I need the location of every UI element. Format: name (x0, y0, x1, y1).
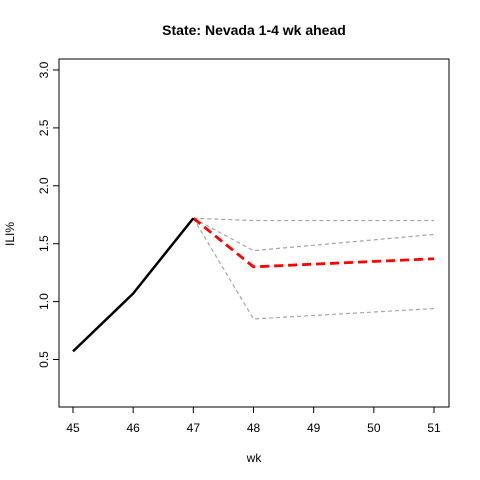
observed-series-line (72, 217, 195, 353)
y-axis: 0.5 1.0 1.5 2.0 2.5 3.0 (37, 61, 59, 368)
x-tick-label: 48 (247, 421, 261, 435)
y-tick-label: 3.0 (37, 61, 51, 78)
y-tick-label: 0.5 (37, 351, 51, 368)
y-tick-label: 2.5 (37, 119, 51, 136)
plot-frame (58, 58, 450, 408)
x-tick-label: 47 (187, 421, 201, 435)
forecast-series-line (192, 217, 435, 269)
interval-series-line (192, 217, 435, 320)
x-tick-label: 46 (126, 421, 140, 435)
y-tick-label: 2.0 (37, 177, 51, 194)
x-tick-label: 45 (66, 421, 80, 435)
interval-series-line (193, 217, 435, 252)
x-tick-label: 51 (427, 421, 441, 435)
series-layer (72, 217, 435, 353)
x-axis: 45 46 47 48 49 50 51 (66, 407, 441, 435)
y-axis-label: ILI% (3, 222, 17, 246)
interval-series-line (193, 217, 434, 222)
x-tick-label: 49 (307, 421, 321, 435)
y-tick-label: 1.0 (37, 293, 51, 310)
chart-title: State: Nevada 1-4 wk ahead (162, 22, 346, 38)
x-axis-label: wk (246, 451, 263, 465)
y-tick-label: 1.5 (37, 235, 51, 252)
x-tick-label: 50 (367, 421, 381, 435)
